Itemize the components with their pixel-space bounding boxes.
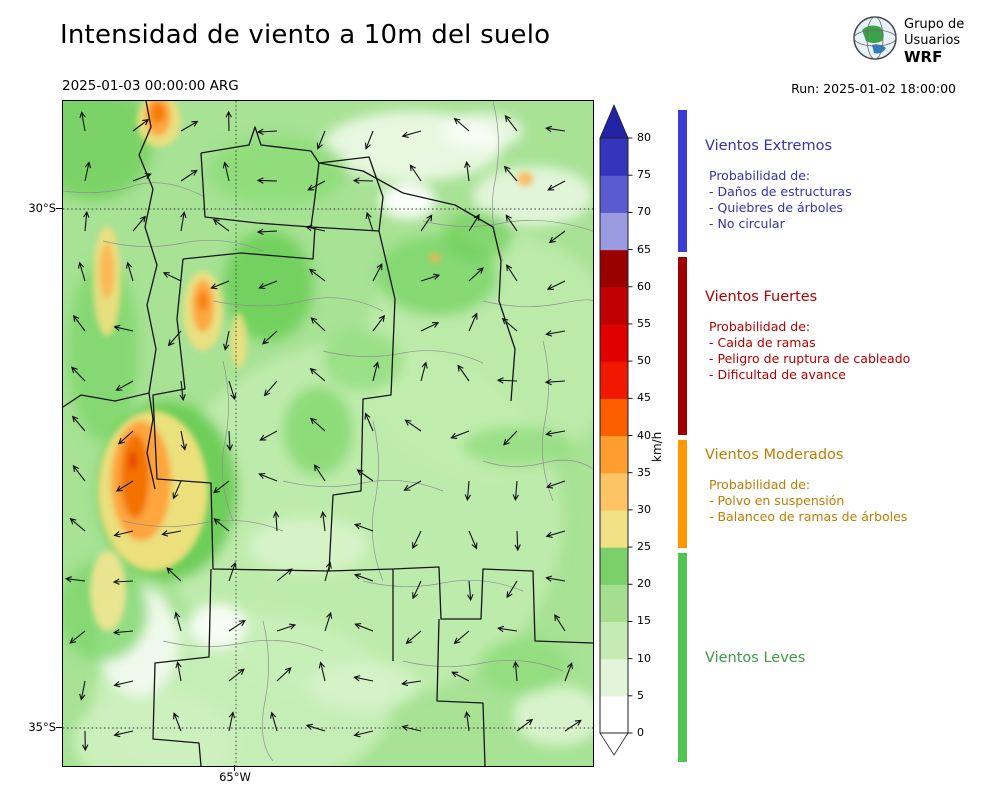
map-frame: [33, 81, 623, 791]
colorbar-tick-label: 75: [637, 168, 651, 182]
province-borders: [62, 100, 594, 767]
colorbar-tick-label: 80: [637, 131, 651, 144]
legend-item: - Caida de ramas: [709, 335, 816, 350]
wind-speed-colorbar: [599, 103, 633, 756]
legend-item: - Quiebres de árboles: [709, 200, 844, 215]
legend-section-moderados: Vientos Moderados Probabilidad de: - Pol…: [705, 447, 975, 525]
lat-label-35s: 35°S: [28, 720, 56, 734]
legend-strip-leves: [678, 553, 687, 762]
legend-item: - Polvo en suspensión: [709, 493, 845, 508]
graticule-lines: [63, 101, 593, 766]
legend-item: - Balanceo de ramas de árboles: [709, 509, 908, 524]
colorbar-tick-label: 25: [637, 540, 651, 554]
wind-speed-shading: [33, 81, 623, 791]
legend-title-moderados: Vientos Moderados: [705, 447, 844, 463]
lat-label-30s: 30°S: [28, 201, 56, 215]
lon-tick-65w: [234, 765, 235, 771]
colorbar-tick-label: 40: [637, 428, 651, 442]
wind-arrows: [64, 110, 582, 752]
legend-item: - Peligro de ruptura de cableado: [709, 351, 911, 366]
colorbar-tick-label: 35: [637, 465, 651, 479]
colorbar-tick-label: 5: [637, 688, 644, 702]
colorbar-tick-label: 50: [637, 354, 651, 368]
legend-subtitle: Probabilidad de:: [709, 319, 811, 334]
colorbar-tick-label: 45: [637, 391, 651, 405]
wind-map: [33, 81, 623, 791]
legend-item: - No circular: [709, 216, 785, 231]
legend-title-leves: Vientos Leves: [705, 650, 806, 666]
run-datetime: Run: 2025-01-02 18:00:00: [791, 81, 956, 96]
page-title: Intensidad de viento a 10m del suelo: [60, 20, 551, 50]
legend-section-fuertes: Vientos Fuertes Probabilidad de: - Caida…: [705, 289, 975, 383]
colorbar-tick-label: 65: [637, 242, 651, 256]
colorbar-unit-label: km/h: [650, 431, 664, 462]
legend-strip-extremos: [678, 110, 687, 252]
legend-title-extremos: Vientos Extremos: [705, 138, 833, 154]
group-name-line2: Usuarios: [904, 33, 961, 48]
colorbar-tick-label: 15: [637, 614, 651, 628]
valid-datetime: 2025-01-03 00:00:00 ARG: [62, 78, 239, 94]
lon-label-65w: 65°W: [219, 770, 251, 784]
lat-tick-30s: [56, 208, 62, 209]
group-name: Grupo de Usuarios WRF: [904, 17, 964, 65]
group-name-line1: Grupo de: [904, 17, 965, 32]
colorbar-tick-label: 60: [637, 279, 651, 293]
group-name-wrf: WRF: [904, 48, 943, 66]
legend-strip-fuertes: [678, 257, 687, 435]
colorbar-tick-label: 0: [637, 726, 644, 739]
wrf-globe-logo: [853, 16, 897, 60]
lat-tick-35s: [56, 727, 62, 728]
colorbar-tick-label: 70: [637, 205, 651, 219]
legend-section-extremos: Vientos Extremos Probabilidad de: - Daño…: [705, 138, 975, 232]
colorbar-tick-label: 20: [637, 577, 651, 591]
colorbar-tick-label: 10: [637, 651, 651, 665]
department-borders: [62, 100, 596, 762]
legend-subtitle: Probabilidad de:: [709, 477, 811, 492]
colorbar-tick-label: 30: [637, 502, 651, 516]
legend-subtitle: Probabilidad de:: [709, 168, 811, 183]
legend-item: - Daños de estructuras: [709, 184, 852, 199]
colorbar-tick-label: 55: [637, 316, 651, 330]
legend-item: - Dificultad de avance: [709, 367, 846, 382]
legend-title-fuertes: Vientos Fuertes: [705, 289, 818, 305]
legend-strip-moderados: [678, 440, 687, 548]
legend-section-leves: Vientos Leves: [705, 650, 975, 680]
